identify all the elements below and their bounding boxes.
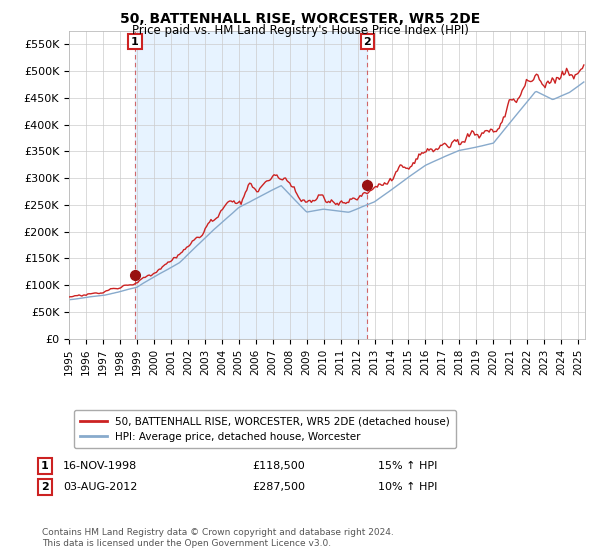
Text: Price paid vs. HM Land Registry's House Price Index (HPI): Price paid vs. HM Land Registry's House …	[131, 24, 469, 36]
Text: 2: 2	[41, 482, 49, 492]
Text: 10% ↑ HPI: 10% ↑ HPI	[378, 482, 437, 492]
Bar	[135, 31, 367, 339]
Legend: 50, BATTENHALL RISE, WORCESTER, WR5 2DE (detached house), HPI: Average price, de: 50, BATTENHALL RISE, WORCESTER, WR5 2DE …	[74, 410, 456, 448]
Text: 1: 1	[131, 36, 139, 46]
Text: 03-AUG-2012: 03-AUG-2012	[63, 482, 137, 492]
Text: Contains HM Land Registry data © Crown copyright and database right 2024.
This d: Contains HM Land Registry data © Crown c…	[42, 528, 394, 548]
Text: 2: 2	[364, 36, 371, 46]
Text: 15% ↑ HPI: 15% ↑ HPI	[378, 461, 437, 471]
Text: £118,500: £118,500	[252, 461, 305, 471]
Text: £287,500: £287,500	[252, 482, 305, 492]
Text: 16-NOV-1998: 16-NOV-1998	[63, 461, 137, 471]
Text: 1: 1	[41, 461, 49, 471]
Text: 50, BATTENHALL RISE, WORCESTER, WR5 2DE: 50, BATTENHALL RISE, WORCESTER, WR5 2DE	[120, 12, 480, 26]
